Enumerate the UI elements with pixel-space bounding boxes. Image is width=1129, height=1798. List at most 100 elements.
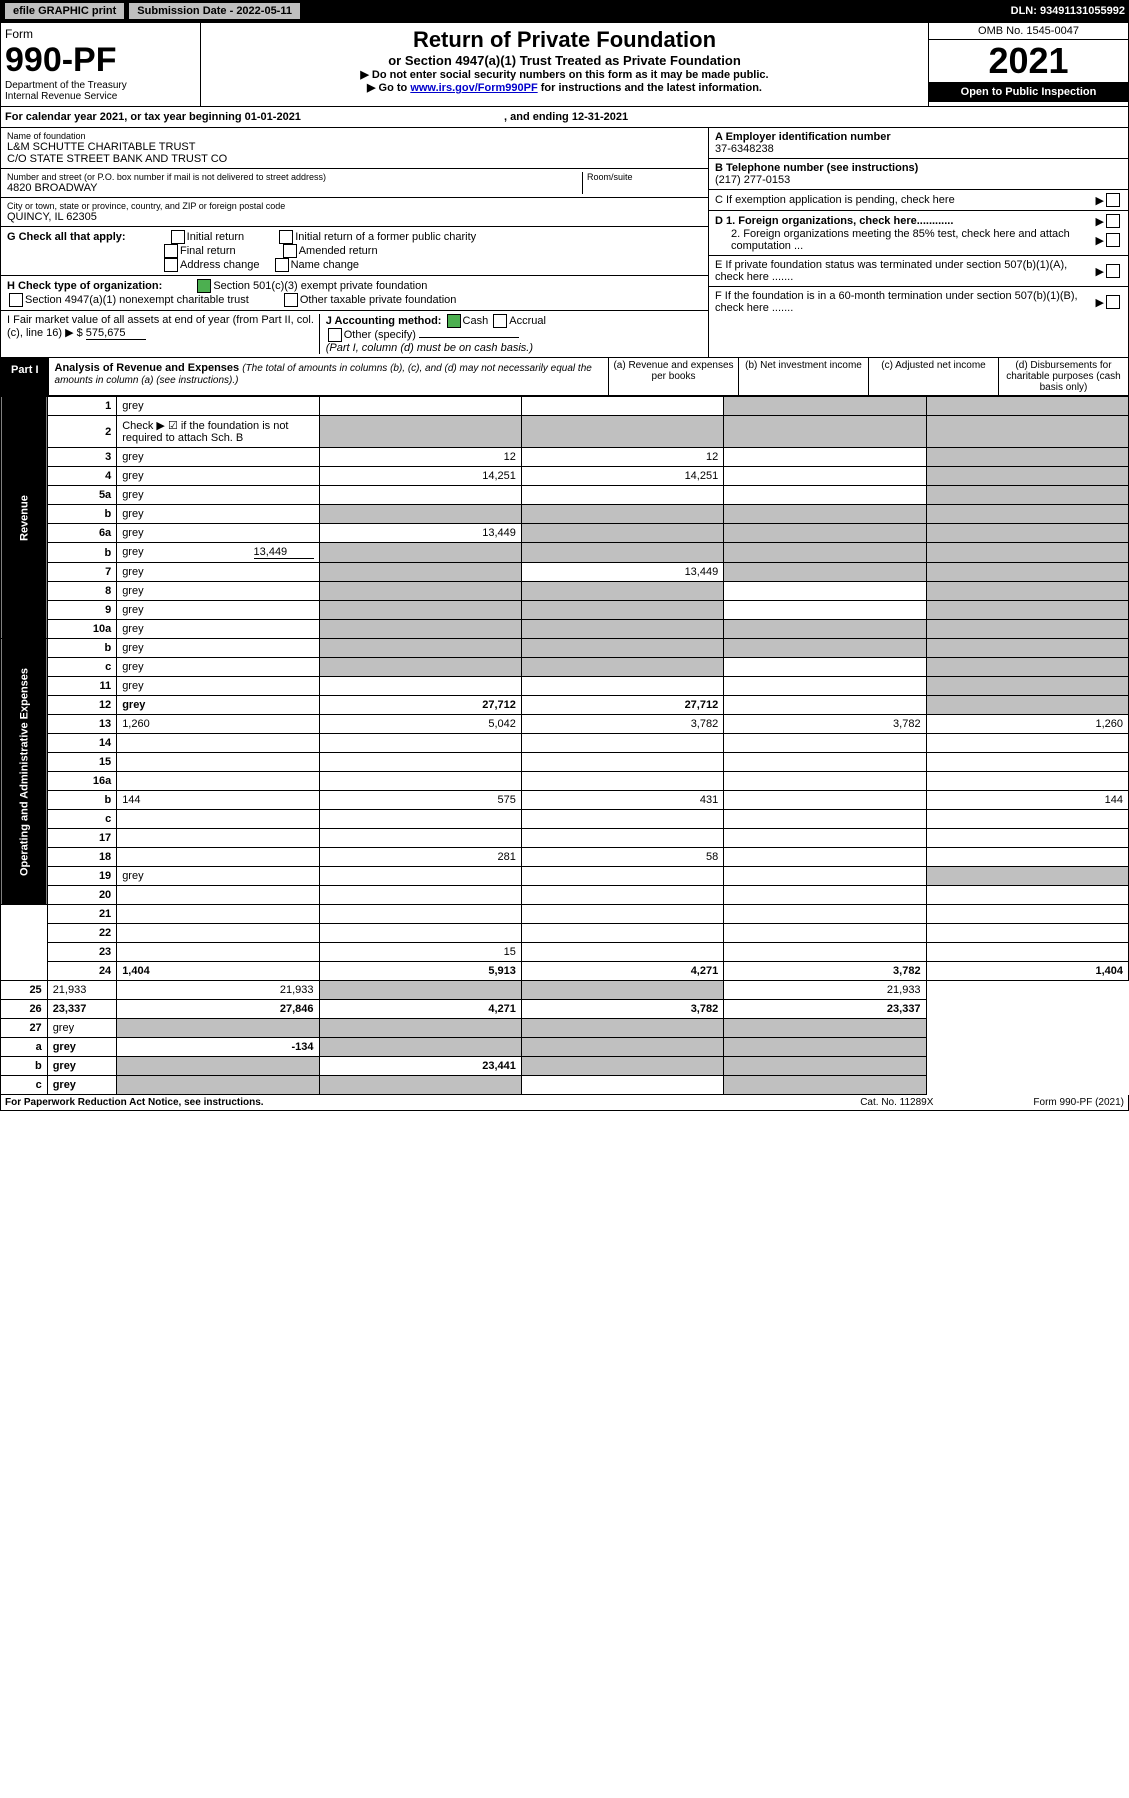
other-taxable-checkbox[interactable] (284, 293, 298, 307)
row-number: c (1, 1076, 48, 1095)
table-row: cgrey (1, 1076, 1129, 1095)
cash-checkbox[interactable] (447, 314, 461, 328)
instr-post: for instructions and the latest informat… (538, 82, 762, 94)
row-number: 1 (47, 397, 117, 416)
name-change-checkbox[interactable] (275, 258, 289, 272)
row-desc: grey (117, 639, 319, 658)
row-number: 13 (47, 715, 117, 734)
row-desc: 21,933 (47, 981, 117, 1000)
table-row: 241,4045,9134,2713,7821,404 (1, 962, 1129, 981)
amended-return-checkbox[interactable] (283, 244, 297, 258)
c-label: C If exemption application is pending, c… (715, 194, 1096, 206)
g-opt-4: Address change (180, 259, 260, 271)
part1-title: Analysis of Revenue and Expenses (55, 362, 240, 374)
table-row: 21 (1, 905, 1129, 924)
table-row: 27grey (1, 1019, 1129, 1038)
row-number: 5a (47, 486, 117, 505)
row-number: 18 (47, 848, 117, 867)
j-accrual: Accrual (509, 315, 546, 327)
table-row: Revenue1grey (1, 397, 1129, 416)
row-desc: grey (117, 467, 319, 486)
efile-print-btn[interactable]: efile GRAPHIC print (4, 2, 125, 20)
4947a1-checkbox[interactable] (9, 293, 23, 307)
row-desc: grey (117, 620, 319, 639)
final-return-checkbox[interactable] (164, 244, 178, 258)
row-desc: grey (117, 563, 319, 582)
cat-number: Cat. No. 11289X (860, 1097, 933, 1108)
table-row: 19grey (1, 867, 1129, 886)
f-checkbox[interactable] (1106, 295, 1120, 309)
instr-pre: ▶ Go to (367, 82, 410, 94)
row-desc: grey (117, 677, 319, 696)
row-desc: grey (117, 582, 319, 601)
table-row: 2623,33727,8464,2713,78223,337 (1, 1000, 1129, 1019)
table-row: 2521,93321,93321,933 (1, 981, 1129, 1000)
row-number: 6a (47, 524, 117, 543)
e-checkbox[interactable] (1106, 264, 1120, 278)
g-opt-1: Initial return of a former public charit… (295, 231, 476, 243)
table-row: 2315 (1, 943, 1129, 962)
row-desc: grey (47, 1057, 117, 1076)
row-desc: grey (117, 486, 319, 505)
city-state-zip: QUINCY, IL 62305 (7, 211, 702, 223)
table-row: 8grey (1, 582, 1129, 601)
initial-return-checkbox[interactable] (171, 230, 185, 244)
g-check-row: G Check all that apply: Initial return I… (1, 227, 708, 276)
row-desc: grey (117, 696, 319, 715)
phone-value: (217) 277-0153 (715, 174, 1122, 186)
row-number: 7 (47, 563, 117, 582)
row-desc: grey (47, 1038, 117, 1057)
table-row: bgrey13,449 (1, 543, 1129, 563)
table-row: b144575431144 (1, 791, 1129, 810)
table-row: 5agrey (1, 486, 1129, 505)
row-number: 4 (47, 467, 117, 486)
row-number: 20 (47, 886, 117, 905)
analysis-table: Revenue1grey2Check ▶ ☑ if the foundation… (0, 396, 1129, 1095)
table-row: agrey-134 (1, 1038, 1129, 1057)
row-number: 22 (47, 924, 117, 943)
table-row: 14 (1, 734, 1129, 753)
d2-label: 2. Foreign organizations meeting the 85%… (715, 228, 1096, 252)
row-desc (117, 848, 319, 867)
d1-checkbox[interactable] (1106, 214, 1120, 228)
part1-label: Part I (1, 358, 49, 395)
row-desc: grey (117, 658, 319, 677)
accrual-checkbox[interactable] (493, 314, 507, 328)
initial-former-checkbox[interactable] (279, 230, 293, 244)
row-number: b (1, 1057, 48, 1076)
g-opt-2: Final return (180, 245, 236, 257)
row-desc: grey (117, 867, 319, 886)
form990pf-link[interactable]: www.irs.gov/Form990PF (410, 82, 537, 94)
identity-block: Name of foundation L&M SCHUTTE CHARITABL… (0, 128, 1129, 358)
row-desc: 1,404 (117, 962, 319, 981)
h-label: H Check type of organization: (7, 280, 162, 292)
c-checkbox[interactable] (1106, 193, 1120, 207)
form-ref: Form 990-PF (2021) (1033, 1097, 1124, 1108)
row-desc (117, 905, 319, 924)
dln-label: DLN: 93491131055992 (1011, 5, 1125, 17)
form-number: 990-PF (5, 41, 196, 80)
address-change-checkbox[interactable] (164, 258, 178, 272)
501c3-checkbox[interactable] (197, 279, 211, 293)
dept-treasury: Department of the Treasury (5, 80, 196, 91)
row-desc: grey (117, 397, 319, 416)
table-row: Operating and Administrative Expensesbgr… (1, 639, 1129, 658)
j-cash: Cash (463, 315, 489, 327)
street-address: 4820 BROADWAY (7, 182, 582, 194)
other-method-checkbox[interactable] (328, 328, 342, 342)
header-bar: efile GRAPHIC print Submission Date - 20… (0, 0, 1129, 22)
row-desc: 23,337 (47, 1000, 117, 1019)
table-row: 12grey27,71227,712 (1, 696, 1129, 715)
table-row: 20 (1, 886, 1129, 905)
row-desc: grey (117, 524, 319, 543)
ein-label: A Employer identification number (715, 131, 1122, 143)
h-opt2: Section 4947(a)(1) nonexempt charitable … (25, 294, 249, 306)
table-row: 1828158 (1, 848, 1129, 867)
row-number: 3 (47, 448, 117, 467)
i-label: I Fair market value of all assets at end… (7, 314, 314, 339)
d1-label: D 1. Foreign organizations, check here..… (715, 215, 1096, 227)
e-label: E If private foundation status was termi… (715, 259, 1096, 283)
row-desc: grey (47, 1019, 117, 1038)
row-desc: grey (117, 448, 319, 467)
d2-checkbox[interactable] (1106, 233, 1120, 247)
